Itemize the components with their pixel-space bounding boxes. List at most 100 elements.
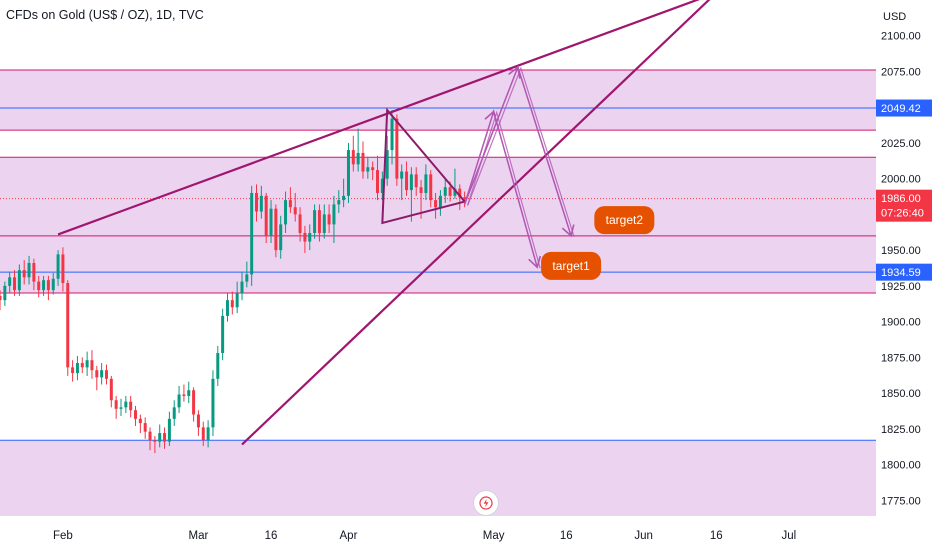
candle <box>230 291 234 315</box>
y-tick-label: 1925.00 <box>881 281 921 293</box>
target-label[interactable]: target2 <box>594 206 655 235</box>
candle <box>371 161 375 181</box>
candle-body <box>274 208 278 251</box>
triangle-pattern <box>381 107 467 225</box>
candle <box>405 161 409 196</box>
candle-body <box>443 187 447 196</box>
y-tick-label: 1775.00 <box>881 495 921 507</box>
candle <box>163 427 167 449</box>
candle <box>356 128 360 172</box>
candle-body <box>361 152 365 172</box>
candle-body <box>114 400 118 409</box>
candle-body <box>400 171 404 179</box>
candle-body <box>163 433 167 442</box>
candle <box>443 178 447 203</box>
y-tick-label: 1950.00 <box>881 245 921 257</box>
candle <box>346 142 350 203</box>
candle-body <box>371 167 375 171</box>
candle <box>138 414 142 434</box>
x-tick-label: Mar <box>189 530 209 542</box>
candle <box>114 395 118 419</box>
candle-body <box>85 360 89 368</box>
candle-body <box>138 418 142 424</box>
candle-body <box>3 285 7 301</box>
candle-body <box>313 210 317 233</box>
flash-icon[interactable] <box>473 490 499 516</box>
candle-body <box>51 278 55 291</box>
target-text: target2 <box>606 213 644 227</box>
candle <box>80 357 84 374</box>
candle <box>303 225 307 253</box>
price-axis[interactable]: USD2100.002075.002050.002025.002000.0019… <box>876 0 932 550</box>
candle-body <box>17 270 21 291</box>
candle-body <box>42 280 46 291</box>
x-tick-label: Jul <box>782 530 797 542</box>
price-label: 1934.59 <box>876 263 932 281</box>
candle <box>332 195 336 243</box>
candle-body <box>225 300 229 316</box>
candle <box>71 360 75 382</box>
y-tick-label: 2100.00 <box>881 31 921 43</box>
candle-body <box>414 174 418 188</box>
candle-body <box>264 195 268 236</box>
candle <box>46 275 50 301</box>
candle <box>56 250 60 286</box>
candle-body <box>182 394 186 396</box>
candle <box>250 185 254 286</box>
projection-path-outline <box>467 66 575 238</box>
y-tick-label: 1900.00 <box>881 317 921 329</box>
y-tick-label: 2000.00 <box>881 174 921 186</box>
candle <box>3 281 7 306</box>
candle <box>167 411 171 446</box>
candle-body <box>317 210 321 233</box>
candle <box>75 355 79 381</box>
time-axis-bg <box>0 516 932 550</box>
candle <box>414 167 418 196</box>
candle <box>264 192 268 243</box>
trend-line <box>241 0 711 446</box>
candle-body <box>235 293 239 308</box>
candle <box>317 204 321 242</box>
candle-body <box>453 188 457 196</box>
candle-body <box>424 174 428 193</box>
candle-body <box>409 174 413 191</box>
candle-body <box>177 394 181 408</box>
candle-body <box>298 214 302 233</box>
candle-body <box>250 192 254 275</box>
candle-body <box>119 407 123 409</box>
candle <box>361 141 365 179</box>
candle <box>259 185 263 219</box>
candle <box>22 260 26 285</box>
candle-body <box>124 401 128 408</box>
candle <box>298 207 302 242</box>
target-text: target1 <box>552 259 590 273</box>
candle <box>32 258 36 291</box>
candle-body <box>395 118 399 179</box>
candle <box>85 351 89 376</box>
candle <box>308 224 312 251</box>
candle-body <box>109 378 113 401</box>
x-tick-label: May <box>483 530 505 542</box>
candle <box>288 187 292 213</box>
candle <box>409 167 413 222</box>
candle-body <box>293 207 297 215</box>
candle <box>245 261 249 288</box>
y-tick-label: 1875.00 <box>881 352 921 364</box>
candle-body <box>390 118 394 151</box>
candle-body <box>259 195 263 212</box>
currency-label: USD <box>883 11 906 23</box>
candle-body <box>322 214 326 233</box>
projection-arrow <box>463 64 575 238</box>
candle-body <box>104 370 108 379</box>
candle-body <box>75 363 79 374</box>
target-label[interactable]: target1 <box>541 251 602 280</box>
candle <box>400 164 404 201</box>
arrow-head <box>484 110 498 124</box>
x-tick-label: 16 <box>560 530 573 542</box>
time-axis[interactable]: Feb Mar 16 Apr May 16 Jun 16 Jul <box>0 516 932 550</box>
candle <box>395 114 399 186</box>
price-zones <box>0 70 876 516</box>
candle-body <box>342 195 346 201</box>
candle <box>284 191 288 233</box>
